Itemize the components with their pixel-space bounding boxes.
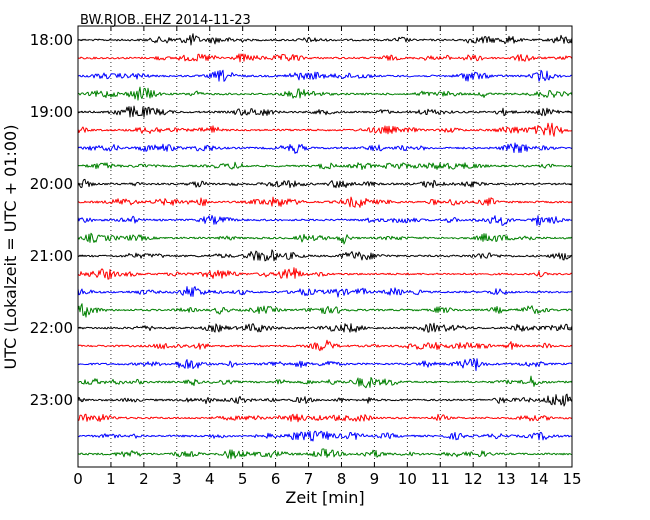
trace-22 (77, 413, 573, 423)
trace-9 (77, 178, 573, 189)
x-tick-label: 1 (106, 470, 116, 488)
y-tick-label: 23:00 (30, 391, 73, 409)
x-tick-label: 5 (238, 470, 248, 488)
x-tick-label: 0 (73, 470, 83, 488)
x-tick-label: 8 (337, 470, 347, 488)
x-tick-label: 11 (431, 470, 450, 488)
trace-4 (77, 86, 573, 101)
trace-8 (77, 161, 573, 171)
trace-20 (77, 375, 573, 389)
x-tick-label: 14 (530, 470, 549, 488)
trace-7 (77, 142, 573, 154)
x-tick-label: 4 (205, 470, 215, 488)
chart-title: BW.RJOB..EHZ 2014-11-23 (80, 13, 251, 28)
x-tick-label: 12 (464, 470, 483, 488)
y-tick-label: 22:00 (30, 319, 73, 337)
x-tick-label: 10 (398, 470, 417, 488)
x-tick-label: 15 (562, 470, 581, 488)
x-tick-label: 2 (139, 470, 149, 488)
y-tick-label: 20:00 (30, 175, 73, 193)
x-tick-label: 9 (370, 470, 380, 488)
trace-24 (77, 448, 573, 460)
seismogram-traces (77, 33, 573, 460)
trace-12 (77, 232, 573, 245)
trace-18 (77, 339, 573, 352)
grid-lines (110, 26, 540, 467)
y-tick-label: 21:00 (30, 247, 73, 265)
trace-2 (77, 53, 573, 63)
trace-23 (77, 430, 573, 442)
trace-11 (77, 215, 573, 226)
x-axis-label: Zeit [min] (285, 488, 364, 507)
x-tick-label: 13 (497, 470, 516, 488)
x-axis-ticks: 0 1 2 3 4 5 6 7 8 9 10 11 12 13 14 15 (73, 26, 582, 488)
trace-10 (77, 196, 573, 208)
plot-frame (77, 25, 573, 468)
y-tick-label: 19:00 (30, 103, 73, 121)
y-tick-label: 18:00 (30, 31, 73, 49)
trace-17 (77, 322, 573, 333)
trace-21 (77, 393, 573, 407)
trace-14 (77, 267, 573, 280)
trace-15 (77, 286, 573, 298)
trace-16 (77, 303, 573, 318)
trace-6 (77, 122, 573, 137)
trace-1 (77, 33, 573, 46)
x-tick-label: 7 (304, 470, 314, 488)
trace-19 (77, 358, 573, 372)
y-axis-label: UTC (Lokalzeit = UTC + 01:00) (1, 125, 20, 370)
x-tick-label: 6 (271, 470, 281, 488)
y-axis-ticks: 18:00 19:00 20:00 21:00 22:00 23:00 (30, 31, 572, 409)
trace-13 (77, 249, 573, 262)
trace-5 (77, 105, 573, 118)
x-tick-label: 3 (172, 470, 182, 488)
trace-3 (77, 69, 573, 82)
